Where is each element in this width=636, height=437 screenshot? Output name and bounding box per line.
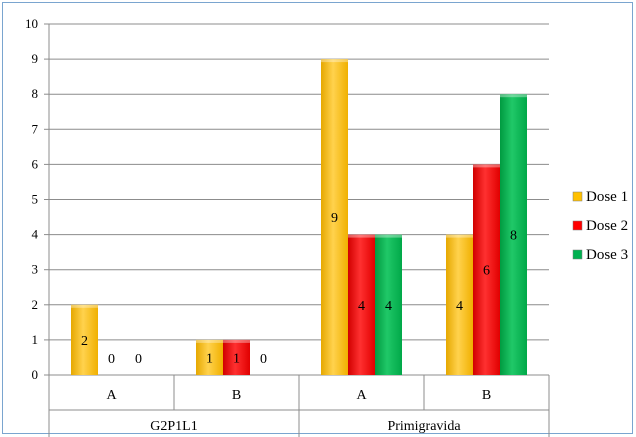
data-label: 9 [331, 211, 338, 226]
y-tick-label: 5 [32, 192, 39, 207]
bar-dose-1 [446, 234, 473, 375]
legend-swatch [572, 191, 583, 202]
data-label: 0 [108, 352, 115, 367]
y-tick-label: 8 [32, 86, 39, 101]
data-label: 1 [233, 351, 240, 366]
data-label: 4 [385, 299, 392, 314]
bar-dose-1 [71, 304, 98, 375]
bar-top-highlight [223, 339, 250, 343]
bar-top-highlight [446, 234, 473, 238]
data-labels: 2 1 9 4 0 1 4 6 0 0 4 8 [81, 211, 517, 367]
bar-dose-2 [223, 339, 250, 375]
bars [71, 59, 527, 375]
bar-top-highlight [500, 94, 527, 98]
legend-swatch [572, 220, 583, 231]
bar-top-highlight [321, 59, 348, 63]
data-label: 1 [206, 351, 213, 366]
y-tick-label: 7 [32, 121, 39, 136]
legend-label: Dose 2 [586, 218, 628, 234]
y-tick-label: 10 [25, 16, 38, 31]
bar-dose-1 [196, 339, 223, 375]
y-tick-label: 1 [32, 332, 39, 347]
y-tick-label: 4 [32, 227, 39, 242]
bar-dose-1 [321, 59, 348, 375]
data-label: 0 [260, 352, 267, 367]
y-tick-label: 3 [32, 262, 39, 277]
data-label: 4 [358, 299, 365, 314]
bar-top-highlight [196, 339, 223, 343]
x-category-label: B [482, 388, 491, 403]
bar-top-highlight [71, 304, 98, 308]
y-tick-label: 0 [32, 367, 39, 382]
legend: Dose 1 Dose 2 Dose 3 [572, 189, 628, 263]
x-category-label: A [356, 388, 367, 403]
x-category-label: A [106, 388, 117, 403]
data-label: 8 [510, 229, 517, 244]
bar-top-highlight [375, 234, 402, 238]
x-category-label: B [232, 388, 241, 403]
bar-dose-2 [473, 164, 500, 375]
bar-dose-3 [375, 234, 402, 375]
x-group-label: G2P1L1 [150, 419, 197, 434]
data-label: 6 [483, 264, 490, 279]
data-label: 0 [135, 352, 142, 367]
legend-label: Dose 3 [586, 247, 628, 263]
data-label: 4 [456, 299, 463, 314]
data-label: 2 [81, 334, 88, 349]
y-tick-label: 6 [32, 156, 39, 171]
x-group-label: Primigravida [387, 419, 461, 434]
legend-swatch [572, 249, 583, 260]
bar-dose-2 [348, 234, 375, 375]
bar-dose-3 [500, 94, 527, 375]
bar-top-highlight [348, 234, 375, 238]
bar-top-highlight [473, 164, 500, 168]
y-tick-label: 9 [32, 51, 39, 66]
y-tick-label: 2 [32, 297, 39, 312]
legend-label: Dose 1 [586, 189, 628, 205]
